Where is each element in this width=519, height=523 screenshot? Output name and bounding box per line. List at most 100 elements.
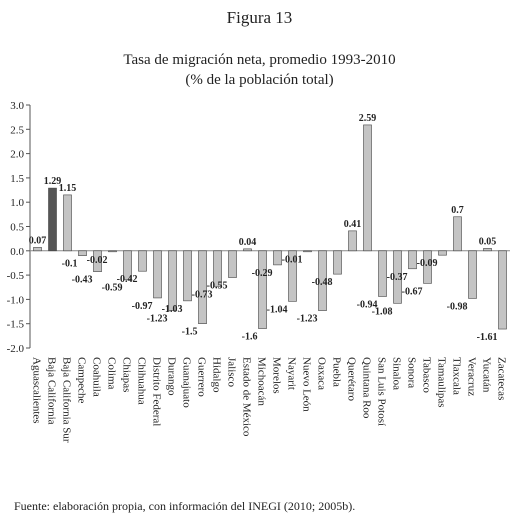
data-label: -0.01 bbox=[282, 254, 303, 265]
category-label: Nuevo León bbox=[301, 357, 313, 412]
bar bbox=[273, 250, 282, 266]
y-tick-label: -0.5 bbox=[7, 270, 25, 282]
bar bbox=[348, 230, 357, 252]
bar bbox=[108, 250, 117, 253]
bar bbox=[153, 250, 162, 299]
data-label: 1.15 bbox=[59, 183, 77, 194]
category-label: Baja California bbox=[46, 357, 58, 425]
category-label: Tabasco bbox=[421, 357, 433, 393]
bar bbox=[183, 250, 192, 302]
data-label: -0.73 bbox=[192, 289, 213, 300]
bar bbox=[483, 248, 492, 252]
category-label: Colima bbox=[106, 357, 118, 390]
y-tick-label: 0.5 bbox=[10, 222, 24, 234]
data-label: -0.59 bbox=[102, 282, 123, 293]
data-label: 0.07 bbox=[29, 235, 47, 246]
y-tick-label: -2.0 bbox=[7, 343, 25, 355]
data-label: -0.29 bbox=[252, 268, 273, 279]
data-label: 2.59 bbox=[359, 113, 377, 124]
data-label: -0.55 bbox=[207, 281, 228, 292]
category-label: Chiapas bbox=[121, 357, 133, 392]
bar bbox=[288, 250, 297, 302]
category-label: Aguascalientes bbox=[31, 357, 43, 424]
data-label: -0.48 bbox=[312, 277, 333, 288]
category-label: Jalisco bbox=[226, 357, 238, 387]
bar bbox=[198, 250, 207, 325]
category-label: Coahuila bbox=[91, 357, 103, 397]
bar bbox=[123, 250, 132, 280]
bar bbox=[468, 250, 477, 299]
category-label: Michoacán bbox=[256, 357, 268, 406]
category-label: Guanajuato bbox=[181, 357, 193, 408]
y-tick-label: 1.5 bbox=[10, 173, 24, 185]
y-tick-label: 2.5 bbox=[10, 124, 24, 136]
chart-subtitle: (% de la población total) bbox=[185, 72, 334, 88]
y-tick-label: 0.0 bbox=[10, 246, 24, 258]
data-label: -0.43 bbox=[72, 275, 93, 286]
data-label: -1.5 bbox=[182, 327, 198, 338]
data-label: -0.67 bbox=[402, 286, 423, 297]
category-label: Zacatecas bbox=[496, 357, 508, 400]
category-label: Guerrero bbox=[196, 357, 208, 397]
bar bbox=[498, 250, 507, 330]
bar bbox=[228, 250, 237, 278]
category-label: Nayarit bbox=[286, 357, 298, 390]
y-tick-label: 2.0 bbox=[10, 149, 24, 161]
category-label: Querétaro bbox=[346, 357, 358, 401]
y-tick-label: -1.0 bbox=[7, 294, 25, 306]
bar bbox=[378, 250, 387, 297]
category-label: Chihuahua bbox=[136, 357, 148, 405]
data-label: -1.04 bbox=[267, 304, 288, 315]
data-label: -1.23 bbox=[147, 314, 168, 325]
data-label: -1.6 bbox=[242, 332, 258, 343]
data-label: -0.37 bbox=[387, 272, 408, 283]
category-label: Durango bbox=[166, 357, 178, 396]
bar bbox=[138, 250, 147, 272]
category-label: Veracruz bbox=[466, 357, 478, 396]
data-label: 0.7 bbox=[451, 205, 464, 216]
bar bbox=[213, 250, 222, 287]
bar bbox=[303, 250, 312, 253]
data-label: -1.08 bbox=[372, 306, 393, 317]
bar bbox=[78, 250, 87, 256]
bar bbox=[258, 250, 267, 329]
y-tick-label: 3.0 bbox=[10, 100, 24, 112]
category-label: Tamaulipas bbox=[436, 357, 448, 408]
category-label: Campeche bbox=[76, 357, 88, 404]
data-label: -1.23 bbox=[297, 314, 318, 325]
chart-title-block: Tasa de migración neta, promedio 1993-20… bbox=[0, 50, 519, 90]
data-label: -0.09 bbox=[417, 258, 438, 269]
bar bbox=[363, 124, 372, 252]
data-label: -0.1 bbox=[62, 259, 78, 270]
y-tick-label: 1.0 bbox=[10, 197, 24, 209]
data-label: -0.02 bbox=[87, 255, 108, 266]
bar bbox=[33, 247, 42, 252]
bar bbox=[48, 187, 57, 252]
bar bbox=[63, 194, 72, 252]
bar bbox=[453, 216, 462, 252]
category-label: Baja California Sur bbox=[61, 357, 73, 443]
bar bbox=[423, 250, 432, 284]
data-label: -0.98 bbox=[447, 301, 468, 312]
category-label: Quintana Roo bbox=[361, 357, 373, 419]
category-label: Sonora bbox=[406, 357, 418, 388]
data-label: 0.05 bbox=[479, 236, 497, 247]
bar bbox=[438, 250, 447, 256]
data-label: 0.04 bbox=[239, 237, 257, 248]
category-label: Oaxaca bbox=[316, 357, 328, 390]
category-label: Hidalgo bbox=[211, 357, 223, 393]
figure-label: Figura 13 bbox=[226, 8, 293, 27]
data-label: 0.41 bbox=[344, 219, 362, 230]
data-label: -1.61 bbox=[477, 332, 498, 343]
bar bbox=[318, 250, 327, 311]
bar bbox=[243, 248, 252, 252]
data-label: -0.94 bbox=[357, 299, 378, 310]
data-label: 1.29 bbox=[44, 176, 62, 187]
bar bbox=[93, 250, 102, 272]
data-label: -1.03 bbox=[162, 304, 183, 315]
chart-title: Tasa de migración neta, promedio 1993-20… bbox=[123, 52, 396, 68]
data-label: -0.42 bbox=[117, 274, 138, 285]
bar bbox=[333, 250, 342, 275]
bar bbox=[393, 250, 402, 304]
